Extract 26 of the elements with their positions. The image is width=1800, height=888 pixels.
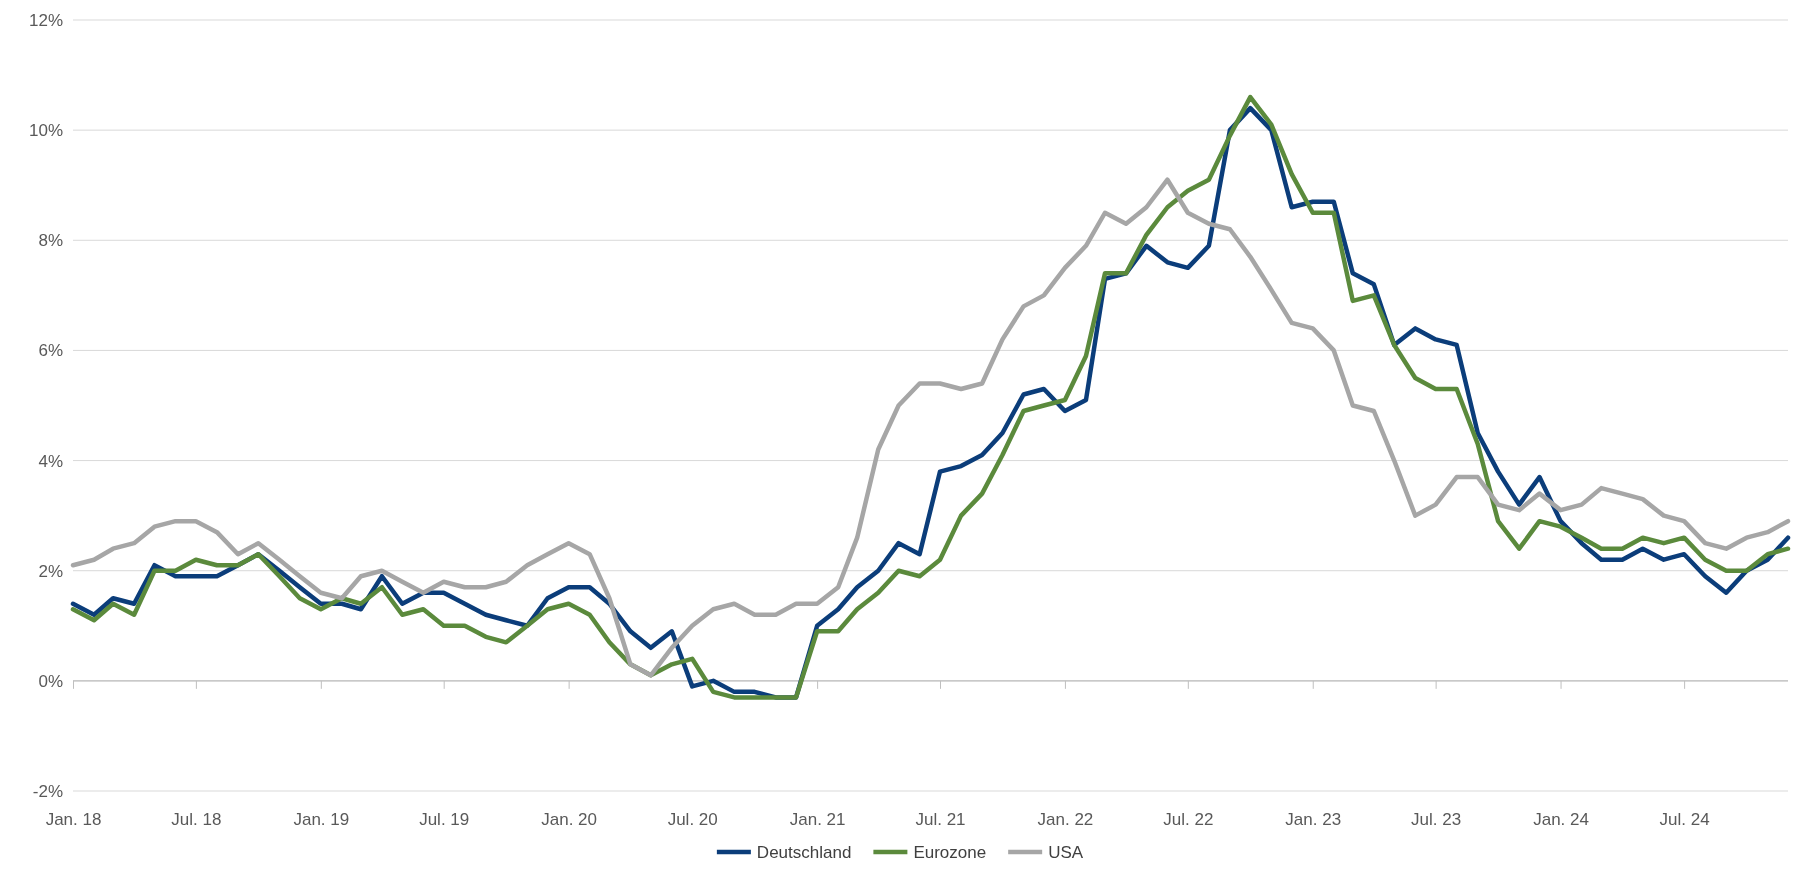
legend-label: Deutschland	[756, 843, 852, 862]
x-tick-label: Jan. 20	[541, 810, 598, 830]
x-tick-label: Jul. 24	[1659, 810, 1710, 830]
x-tick-label: Jan. 24	[1533, 810, 1589, 830]
y-tick-label: 10%	[28, 121, 63, 141]
legend-label: Eurozone	[913, 843, 987, 862]
y-tick-label: 12%	[28, 10, 63, 30]
x-tick-label: Jan. 22	[1037, 810, 1094, 830]
x-tick-label: Jul. 18	[171, 810, 222, 830]
x-tick-label: Jan. 23	[1285, 810, 1342, 830]
x-tick-label: Jan. 19	[293, 810, 350, 830]
y-tick-label: 2%	[38, 561, 63, 581]
x-tick-label: Jul. 22	[1163, 810, 1214, 830]
x-tick-label: Jul. 20	[667, 810, 718, 830]
y-tick-label: 0%	[38, 671, 63, 691]
y-tick-label: 8%	[38, 231, 63, 251]
legend-label: USA	[1048, 843, 1084, 862]
x-tick-label: Jul. 19	[419, 810, 470, 830]
x-tick-label: Jan. 18	[45, 810, 102, 830]
y-tick-label: 4%	[38, 451, 63, 471]
y-tick-label: -2%	[32, 781, 63, 801]
x-tick-label: Jan. 21	[789, 810, 846, 830]
line-series	[70, 177, 1791, 678]
x-tick-label: Jul. 21	[915, 810, 966, 830]
x-tick-label: Jul. 23	[1411, 810, 1462, 830]
y-tick-label: 6%	[38, 341, 63, 361]
